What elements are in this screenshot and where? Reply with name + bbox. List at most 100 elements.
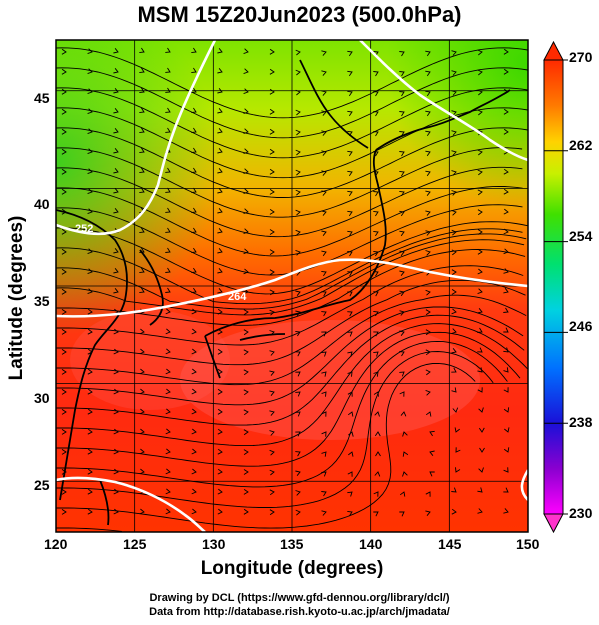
streamline-10	[56, 228, 523, 305]
flow-arrowhead	[347, 391, 353, 397]
flow-arrowhead	[321, 451, 327, 457]
flow-arrowhead	[348, 431, 354, 437]
flow-arrowhead	[243, 208, 249, 215]
colorbar-tick-270: 270	[569, 49, 593, 65]
x-tick-140: 140	[359, 536, 383, 552]
streamline-12	[56, 239, 525, 316]
flow-arrowhead	[373, 331, 379, 337]
flow-arrowhead	[61, 449, 67, 455]
flow-arrowhead	[399, 190, 405, 197]
flow-arrowhead	[243, 148, 249, 155]
flow-arrowhead	[451, 508, 457, 515]
flow-arrowhead	[87, 268, 93, 275]
streamline-19	[56, 323, 528, 447]
flow-arrowhead	[451, 110, 457, 116]
streamline-24	[56, 527, 122, 532]
flow-arrowhead	[113, 328, 119, 335]
flow-arrowhead	[243, 309, 249, 315]
flow-arrowhead	[295, 249, 301, 256]
flow-arrowhead	[61, 329, 67, 335]
flow-arrowhead	[373, 131, 379, 137]
flow-arrowhead	[503, 487, 509, 493]
flow-arrowhead	[295, 411, 301, 417]
flow-arrowhead	[347, 230, 353, 237]
flow-arrowhead	[503, 68, 509, 75]
flow-arrowhead	[402, 431, 408, 437]
flow-arrowhead	[477, 189, 483, 196]
flow-arrowhead	[451, 367, 457, 373]
flow-arrowhead	[477, 367, 483, 373]
flow-arrowhead	[455, 447, 461, 453]
flow-arrowhead	[451, 487, 457, 493]
flow-arrowhead	[243, 168, 249, 175]
colorbar-tick-238: 238	[569, 414, 593, 430]
flow-arrowhead	[269, 269, 275, 276]
flow-arrowhead	[87, 108, 93, 115]
flow-arrowhead	[165, 468, 171, 475]
flow-arrowhead	[217, 148, 223, 154]
flow-arrowhead	[373, 511, 379, 517]
flow-arrowhead	[373, 491, 379, 497]
flow-arrowhead	[503, 508, 509, 514]
flow-arrowhead	[87, 248, 93, 255]
flow-arrowhead	[191, 47, 197, 54]
flow-arrowhead	[165, 67, 171, 73]
flow-arrowhead	[61, 309, 67, 315]
flow-arrowhead	[477, 327, 483, 333]
flow-arrowhead	[321, 331, 327, 337]
flow-arrowhead	[425, 491, 431, 497]
flow-arrowhead	[191, 308, 197, 315]
flow-arrowhead	[478, 467, 484, 473]
flow-arrowhead	[295, 330, 301, 337]
flow-arrowhead	[243, 449, 249, 455]
flow-arrowhead	[429, 450, 435, 456]
flow-arrowhead	[425, 110, 431, 117]
flow-arrowhead	[503, 387, 509, 393]
flow-arrowhead	[477, 209, 483, 216]
flow-arrowhead	[165, 488, 171, 495]
flow-arrowhead	[113, 368, 119, 375]
flow-arrowhead	[217, 88, 223, 94]
streamline-16	[56, 294, 527, 386]
flow-arrowhead	[113, 68, 119, 74]
flow-arrowhead	[347, 510, 353, 517]
flow-arrowhead	[295, 451, 301, 457]
flow-arrowhead	[375, 451, 381, 457]
flow-arrowhead	[477, 308, 483, 314]
flow-arrowhead	[477, 49, 483, 56]
flow-arrowhead	[243, 329, 249, 336]
flow-arrowhead	[295, 470, 301, 476]
flow-arrowhead	[503, 407, 510, 413]
flow-arrowhead	[269, 449, 275, 456]
streamline-20	[56, 331, 521, 467]
flow-arrowhead	[425, 369, 431, 376]
flow-arrowhead	[243, 228, 249, 235]
flow-arrowhead	[165, 247, 171, 253]
flow-arrowhead	[191, 207, 197, 214]
flow-arrowhead	[269, 390, 275, 396]
flow-arrowhead	[165, 47, 171, 53]
flow-arrowhead	[191, 67, 197, 74]
flow-arrowhead	[295, 371, 301, 377]
flow-arrowhead	[347, 311, 353, 317]
flow-arrowhead	[347, 411, 354, 417]
flow-arrowhead	[139, 448, 145, 455]
flow-arrowhead	[87, 188, 93, 195]
flow-arrowhead	[451, 289, 457, 295]
flow-arrowhead	[61, 469, 67, 475]
flow-arrowhead	[87, 148, 93, 155]
flow-arrowhead	[321, 110, 327, 116]
flow-arrowhead	[87, 488, 93, 495]
x-tick-135: 135	[280, 536, 304, 552]
flow-arrowhead	[87, 408, 93, 415]
flow-arrowhead	[87, 328, 93, 335]
flow-arrowhead	[139, 107, 145, 114]
colorbar-bottom-arrow	[543, 513, 564, 534]
flow-arrowhead	[217, 508, 223, 515]
y-tick-35: 35	[34, 293, 50, 309]
flow-arrowhead	[321, 150, 327, 156]
flow-arrowhead	[61, 108, 67, 115]
flow-arrowhead	[217, 228, 223, 234]
flow-arrowhead	[425, 309, 431, 316]
flow-arrowhead	[295, 310, 301, 316]
